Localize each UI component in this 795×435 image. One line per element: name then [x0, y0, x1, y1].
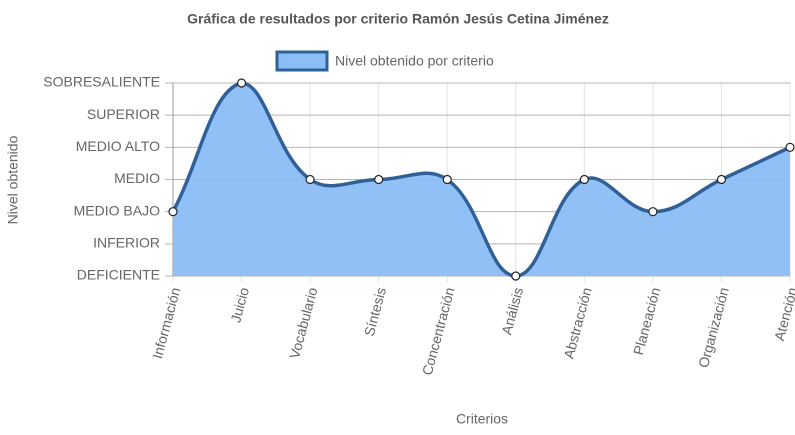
- x-tick-label: Abstracción: [560, 286, 594, 361]
- x-tick-label: Información: [149, 286, 183, 361]
- y-tick-label: DEFICIENTE: [77, 267, 160, 283]
- x-tick-label: Vocabulario: [286, 285, 320, 360]
- chart-title: Gráfica de resultados por criterio Ramón…: [187, 11, 609, 27]
- point: [785, 142, 795, 152]
- point: [236, 78, 247, 88]
- x-axis-title: Criterios: [456, 411, 508, 427]
- point: [442, 174, 452, 185]
- x-tick-label: Análisis: [498, 286, 526, 337]
- legend-swatch: [275, 50, 329, 72]
- y-tick-label: SOBRESALIENTE: [43, 74, 160, 90]
- y-tick-label: INFERIOR: [93, 235, 160, 251]
- point: [168, 207, 178, 217]
- y-axis-title: Nivel obtenido: [5, 135, 21, 224]
- point: [305, 174, 315, 185]
- y-tick-label: MEDIO: [114, 170, 160, 186]
- area-fill: [173, 83, 790, 276]
- point: [511, 271, 521, 281]
- point: [579, 174, 589, 185]
- y-tick-label: MEDIO BAJO: [74, 202, 160, 218]
- legend-label: Nivel obtenido por criterio: [335, 53, 494, 69]
- point: [648, 207, 658, 217]
- x-tick-label: Juicio: [227, 285, 252, 324]
- point: [716, 174, 727, 185]
- x-tick-label: Atención: [771, 286, 795, 343]
- x-tick-label: Concentración: [419, 286, 458, 377]
- y-tick-label: MEDIO ALTO: [76, 138, 160, 154]
- x-tick-label: Organización: [695, 286, 732, 370]
- point: [374, 174, 384, 185]
- line: [171, 81, 791, 278]
- x-tick-label: Planeación: [630, 286, 663, 357]
- x-tick-label: Síntesis: [361, 286, 389, 338]
- y-tick-label: SUPERIOR: [87, 106, 160, 122]
